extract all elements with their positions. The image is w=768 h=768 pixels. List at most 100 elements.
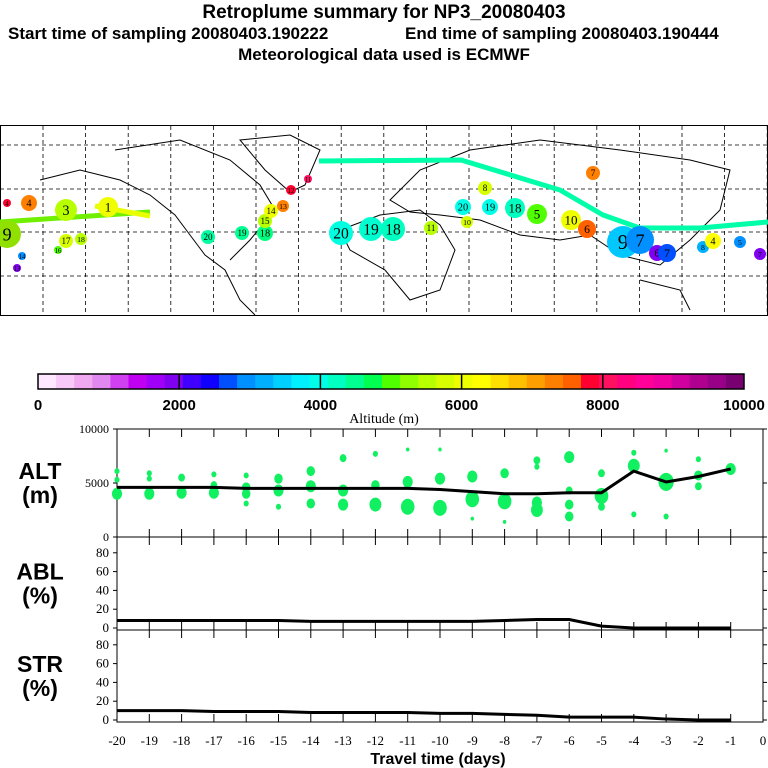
y-tick-label: 0 bbox=[103, 712, 110, 727]
ylabel-line: (%) bbox=[22, 675, 58, 701]
plume-marker-label: 8 bbox=[701, 243, 705, 252]
altitude-particle-dot bbox=[530, 503, 543, 517]
colorbar-swatch bbox=[526, 374, 546, 389]
altitude-particle-dot bbox=[305, 480, 316, 493]
altitude-particle-dot bbox=[274, 473, 283, 484]
plume-marker bbox=[0, 220, 21, 248]
plume-marker-label: 7 bbox=[591, 168, 596, 178]
plume-marker bbox=[277, 200, 289, 212]
colorbar-swatch bbox=[689, 374, 709, 389]
mean-line bbox=[117, 709, 731, 722]
plume-marker-label: 18 bbox=[509, 201, 522, 216]
colorbar-swatch bbox=[544, 374, 564, 389]
altitude-particle-dot bbox=[146, 470, 152, 477]
altitude-particle-dot bbox=[631, 511, 637, 518]
plume-marker bbox=[286, 185, 296, 195]
colorbar-tick-label: 6000 bbox=[445, 397, 478, 414]
plume-marker bbox=[505, 198, 525, 218]
colorbar-swatch bbox=[146, 374, 166, 389]
plume-marker-label: 9 bbox=[2, 224, 11, 244]
y-tick-label: 40 bbox=[96, 674, 109, 689]
ylabel-line: STR bbox=[17, 651, 63, 677]
colorbar-swatch bbox=[110, 374, 130, 389]
coastline bbox=[39, 169, 256, 316]
colorbar-swatch bbox=[454, 374, 473, 389]
altitude-particle-dot bbox=[339, 454, 347, 463]
colorbar-swatch bbox=[490, 374, 510, 389]
plume-marker bbox=[734, 236, 746, 248]
ylabel-line: (m) bbox=[22, 482, 58, 508]
altitude-particle-dot bbox=[338, 484, 349, 497]
x-tick-label: 0 bbox=[760, 733, 767, 748]
altitude-particle-dot bbox=[176, 486, 187, 499]
coastline bbox=[339, 209, 456, 301]
altitude-particle-dot bbox=[434, 472, 446, 485]
altitude-particle-dot bbox=[306, 498, 316, 509]
y-tick-label: 60 bbox=[96, 564, 109, 579]
colorbar-swatch bbox=[581, 374, 600, 389]
plume-marker-label: 7 bbox=[758, 250, 762, 259]
altitude-particle-dot bbox=[663, 513, 669, 520]
colorbar-swatch bbox=[38, 374, 57, 389]
colorbar-swatch bbox=[562, 374, 582, 389]
altitude-particle-dot bbox=[369, 497, 382, 512]
x-tick-label: -13 bbox=[334, 733, 351, 748]
altitude-particle-dot bbox=[695, 456, 701, 463]
colorbar-swatch bbox=[725, 374, 745, 389]
colorbar-tick-label: 2000 bbox=[163, 397, 196, 414]
plume-marker bbox=[257, 225, 273, 241]
altitude-particle-dot bbox=[533, 456, 541, 465]
x-tick-label: -11 bbox=[399, 733, 416, 748]
colorbar-swatch bbox=[635, 374, 654, 389]
colorbar-swatch bbox=[92, 374, 111, 389]
x-tick-label: -18 bbox=[173, 733, 190, 748]
panel-ylabel: ALT (m) bbox=[18, 458, 61, 508]
altitude-particle-dot bbox=[627, 458, 640, 473]
x-tick-label: -14 bbox=[302, 733, 320, 748]
plume-marker-label: 20 bbox=[333, 225, 349, 242]
plume-marker-label: 8 bbox=[483, 183, 488, 193]
mean-line bbox=[117, 467, 732, 496]
altitude-particle-dot bbox=[243, 472, 249, 479]
plume-marker bbox=[578, 220, 596, 238]
plume-marker bbox=[13, 264, 21, 272]
colorbar-swatch bbox=[255, 374, 274, 389]
altitude-particle-dot bbox=[564, 499, 574, 510]
altitude-particle-dot bbox=[306, 466, 316, 477]
altitude-particle-dot bbox=[243, 500, 249, 507]
plume-marker bbox=[455, 199, 471, 215]
panel-ylabel: STR (%) bbox=[17, 651, 63, 701]
plume-marker bbox=[55, 199, 77, 221]
plume-marker-label: 3 bbox=[62, 203, 69, 219]
plume-marker-label: 19 bbox=[237, 228, 247, 238]
colorbar-swatch bbox=[617, 374, 636, 389]
colorbar-tick-label: 10000 bbox=[723, 397, 765, 414]
plume-marker bbox=[329, 221, 353, 245]
x-tick-label: -6 bbox=[564, 733, 575, 748]
plume-marker bbox=[754, 248, 766, 260]
coastline bbox=[114, 139, 276, 261]
altitude-particle-dot bbox=[338, 498, 349, 511]
colorbar-swatch bbox=[128, 374, 148, 389]
altitude-particle-dot bbox=[400, 498, 415, 515]
y-tick-label: 40 bbox=[96, 582, 109, 597]
altitude-particle-dot bbox=[500, 468, 509, 479]
x-tick-label: -2 bbox=[693, 733, 704, 748]
plume-marker-label: 12 bbox=[288, 187, 296, 195]
plume-marker bbox=[59, 234, 73, 248]
colorbar-swatch bbox=[599, 374, 618, 389]
colorbar-tick-label: 8000 bbox=[586, 397, 619, 414]
plume-marker bbox=[482, 199, 498, 215]
plume-marker bbox=[54, 246, 62, 254]
y-tick-label: 0 bbox=[103, 620, 110, 635]
ylabel-line: ABL bbox=[16, 559, 63, 585]
altitude-particle-dot bbox=[534, 463, 540, 470]
y-tick-label: 10000 bbox=[79, 422, 109, 436]
plume-marker-label: 18 bbox=[385, 221, 401, 238]
end-time: End time of sampling 20080403.190444 bbox=[405, 24, 719, 43]
altitude-particle-dot bbox=[438, 447, 442, 452]
x-tick-label: -7 bbox=[531, 733, 542, 748]
altitude-particle-dot bbox=[211, 471, 217, 478]
altitude-particle-dot bbox=[465, 491, 480, 508]
altitude-particle-dot bbox=[502, 519, 507, 524]
